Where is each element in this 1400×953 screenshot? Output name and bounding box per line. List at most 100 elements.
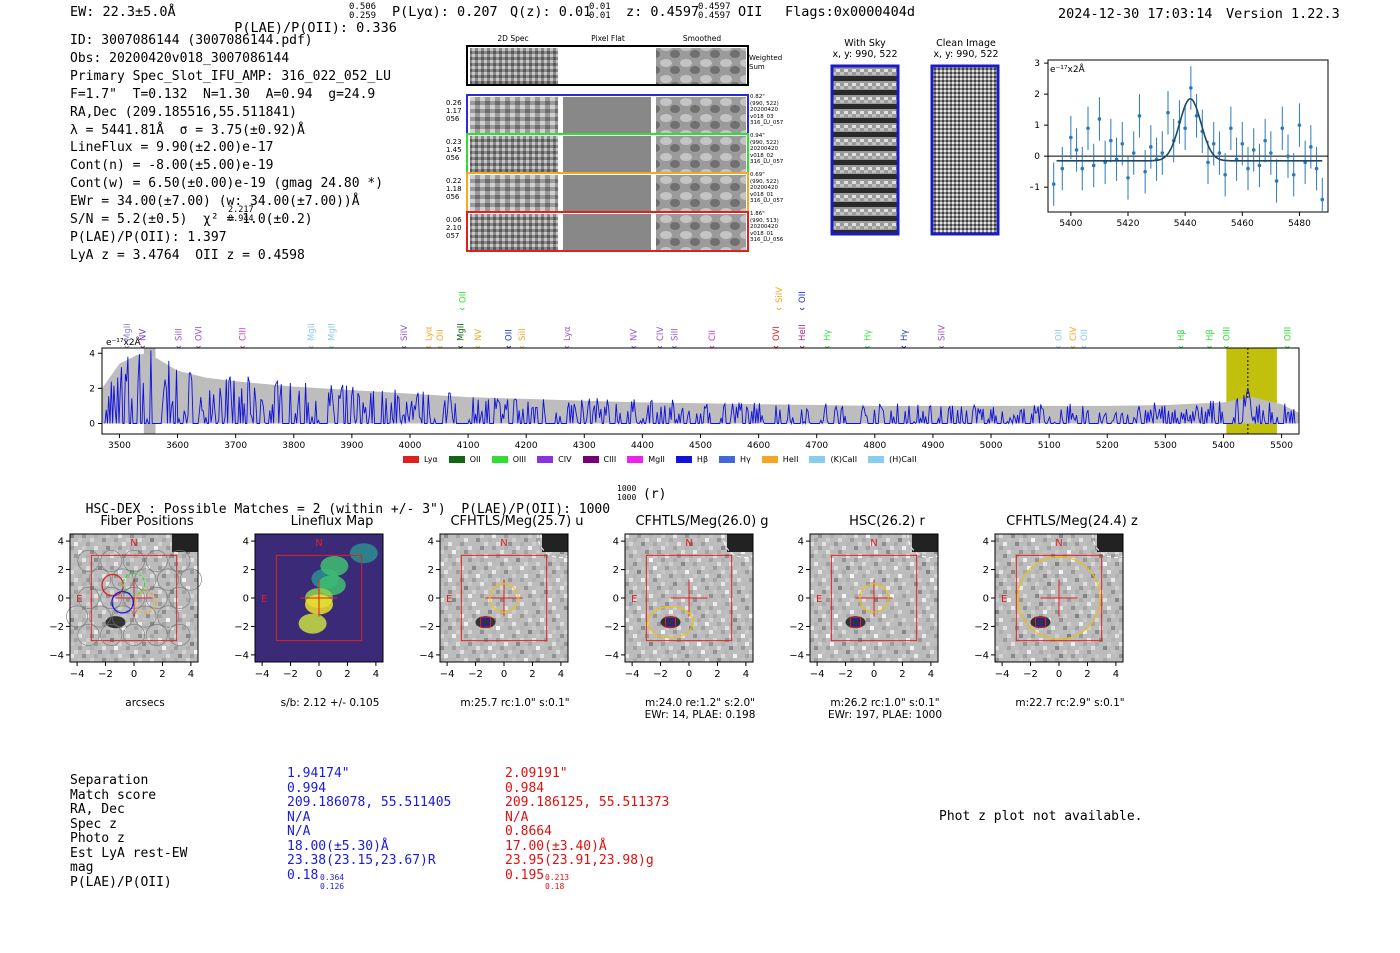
pixel bbox=[1043, 550, 1047, 554]
spectrum-line-label-text: OII bbox=[505, 329, 515, 341]
pixel bbox=[500, 574, 504, 578]
pixel bbox=[669, 610, 673, 614]
pixel bbox=[717, 586, 721, 590]
pixel bbox=[484, 650, 488, 654]
pixel bbox=[82, 534, 86, 538]
pixel bbox=[1111, 554, 1115, 558]
spectrum-line-label-bracket bbox=[140, 345, 146, 348]
spectrum-line-label-text: Hγ bbox=[823, 330, 833, 341]
pixel bbox=[146, 542, 150, 546]
pixel bbox=[94, 606, 98, 610]
row-3-left-c: 056 bbox=[446, 193, 460, 201]
pixel bbox=[673, 630, 677, 634]
pixel bbox=[102, 562, 106, 566]
pixel bbox=[810, 566, 814, 570]
pixel bbox=[906, 590, 910, 594]
bright-source-mask bbox=[907, 533, 939, 559]
pixel bbox=[826, 622, 830, 626]
pixel bbox=[82, 558, 86, 562]
pixel bbox=[1019, 634, 1023, 638]
pixel bbox=[709, 570, 713, 574]
pixel bbox=[689, 542, 693, 546]
pixel bbox=[733, 594, 737, 598]
pixel bbox=[130, 582, 134, 586]
pixel bbox=[878, 594, 882, 598]
pixel bbox=[693, 634, 697, 638]
legend-item: Hγ bbox=[719, 455, 751, 464]
pixel bbox=[508, 602, 512, 606]
spectrum-line-label: OVI bbox=[772, 326, 782, 348]
line-fit-point bbox=[1069, 135, 1073, 140]
fiber-circle bbox=[77, 587, 100, 609]
spectrum-xtick-label: 4500 bbox=[689, 441, 712, 451]
pixel bbox=[138, 538, 142, 542]
pixel bbox=[906, 578, 910, 582]
pixel bbox=[918, 602, 922, 606]
pixel bbox=[520, 590, 524, 594]
pixel bbox=[1055, 598, 1059, 602]
row-3-right-e: 316_LU_057 bbox=[750, 198, 784, 204]
pixel bbox=[854, 558, 858, 562]
pixel bbox=[625, 546, 629, 550]
pixel bbox=[934, 586, 938, 590]
pixel bbox=[870, 578, 874, 582]
pixel bbox=[669, 562, 673, 566]
pixel bbox=[122, 638, 126, 642]
pixel bbox=[906, 602, 910, 606]
spectrum-line-label: Hβ bbox=[1177, 329, 1187, 348]
panel-title: HSC(26.2) r bbox=[849, 514, 925, 529]
legend-item: MgII bbox=[627, 455, 665, 464]
pixel bbox=[890, 618, 894, 622]
pixel bbox=[508, 566, 512, 570]
pixel bbox=[178, 594, 182, 598]
spectrum-ytick-label: 2 bbox=[89, 384, 95, 394]
pixel bbox=[452, 622, 456, 626]
line-fit-ytick-label: 3 bbox=[1034, 59, 1040, 69]
panel-caption-line1: m:24.0 re:1.2" s:2.0" bbox=[645, 697, 755, 709]
pixel bbox=[926, 654, 930, 658]
blue-specz: N/A bbox=[287, 809, 311, 825]
pixel bbox=[1035, 582, 1039, 586]
spectrum-line-label-bracket bbox=[1178, 345, 1184, 348]
spectrum-line-label: CII bbox=[708, 330, 718, 348]
pixel bbox=[1047, 594, 1051, 598]
pixel bbox=[850, 538, 854, 542]
fiber-circle bbox=[77, 624, 100, 646]
pixel bbox=[749, 566, 753, 570]
info-redshifts: LyA z = 3.4764 OII z = 0.4598 bbox=[70, 247, 305, 263]
row-4-right-e: 316_LU_056 bbox=[750, 237, 784, 243]
clean-image-title-text: Clean Image bbox=[936, 38, 996, 49]
pixel bbox=[713, 542, 717, 546]
pixel bbox=[170, 590, 174, 594]
pixel bbox=[810, 638, 814, 642]
pixel bbox=[444, 618, 448, 622]
pixel bbox=[1087, 578, 1091, 582]
pixel bbox=[536, 538, 540, 542]
line-fit-point bbox=[1194, 114, 1199, 118]
pixel bbox=[472, 554, 476, 558]
pixel bbox=[645, 622, 649, 626]
pixel bbox=[878, 606, 882, 610]
pixel bbox=[898, 658, 902, 662]
pixel bbox=[1043, 586, 1047, 590]
row-4-right-d: v018_01 bbox=[750, 230, 774, 237]
pixel bbox=[693, 562, 697, 566]
header-plya: P(Lyα): 0.207 bbox=[392, 4, 498, 20]
legend-label: Hβ bbox=[696, 455, 709, 464]
pixel bbox=[914, 618, 918, 622]
pixel bbox=[552, 558, 556, 562]
pixel bbox=[74, 626, 78, 630]
spectrum-line-label-text: MgII bbox=[123, 323, 133, 341]
pixel bbox=[637, 582, 641, 586]
pixel bbox=[78, 574, 82, 578]
pixel bbox=[898, 586, 902, 590]
spectrum-xtick-label: 4600 bbox=[747, 441, 770, 451]
pixel bbox=[1079, 538, 1083, 542]
pixel bbox=[114, 562, 118, 566]
panel-xtick-label: −2 bbox=[98, 669, 113, 680]
info-wavelength: λ = 5441.81Å σ = 3.75(±0.92)Å bbox=[70, 122, 305, 138]
line-fit-xtick-label: 5440 bbox=[1174, 219, 1197, 229]
pixel bbox=[625, 594, 629, 598]
spectrum-line-label: HeII bbox=[798, 324, 808, 348]
